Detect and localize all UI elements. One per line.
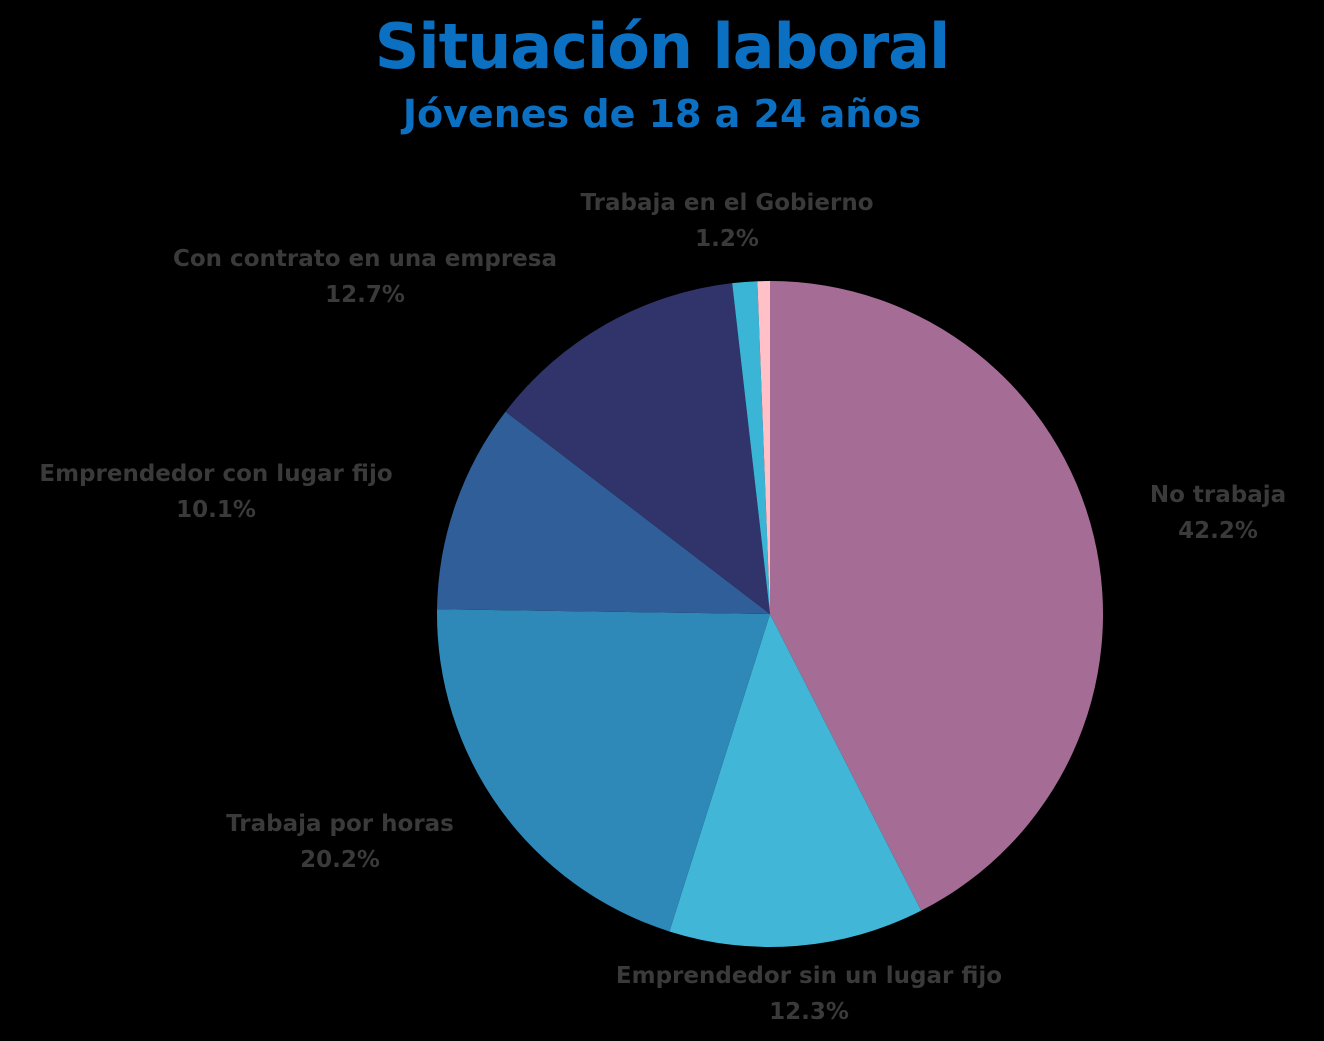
pie-slice: [669, 614, 922, 947]
slice-label: Con contrato en una empresa: [173, 246, 557, 272]
chart-title: Situación laboral: [374, 10, 951, 83]
pie-slice: [732, 281, 770, 614]
pie-slice: [437, 411, 770, 614]
slice-label: Emprendedor con lugar fijo: [39, 461, 392, 487]
slice-value-label: 1.2%: [695, 226, 759, 252]
slice-value-label: 20.2%: [300, 847, 380, 873]
pie-slice: [436, 609, 770, 932]
pie-slice: [757, 281, 770, 614]
slice-value-label: 10.1%: [176, 497, 256, 523]
chart-subtitle: Jóvenes de 18 a 24 años: [402, 92, 922, 136]
slice-value-label: 42.2%: [1178, 518, 1258, 544]
slice-label: Emprendedor sin un lugar fijo: [616, 963, 1002, 989]
slice-label: Trabaja en el Gobierno: [580, 190, 873, 216]
slice-value-label: 12.7%: [325, 282, 405, 308]
slice-label: No trabaja: [1150, 482, 1286, 508]
slice-label: Trabaja por horas: [226, 811, 454, 837]
pie-slice: [770, 280, 1104, 911]
pie-slice: [505, 283, 770, 614]
slice-value-label: 12.3%: [769, 999, 849, 1025]
